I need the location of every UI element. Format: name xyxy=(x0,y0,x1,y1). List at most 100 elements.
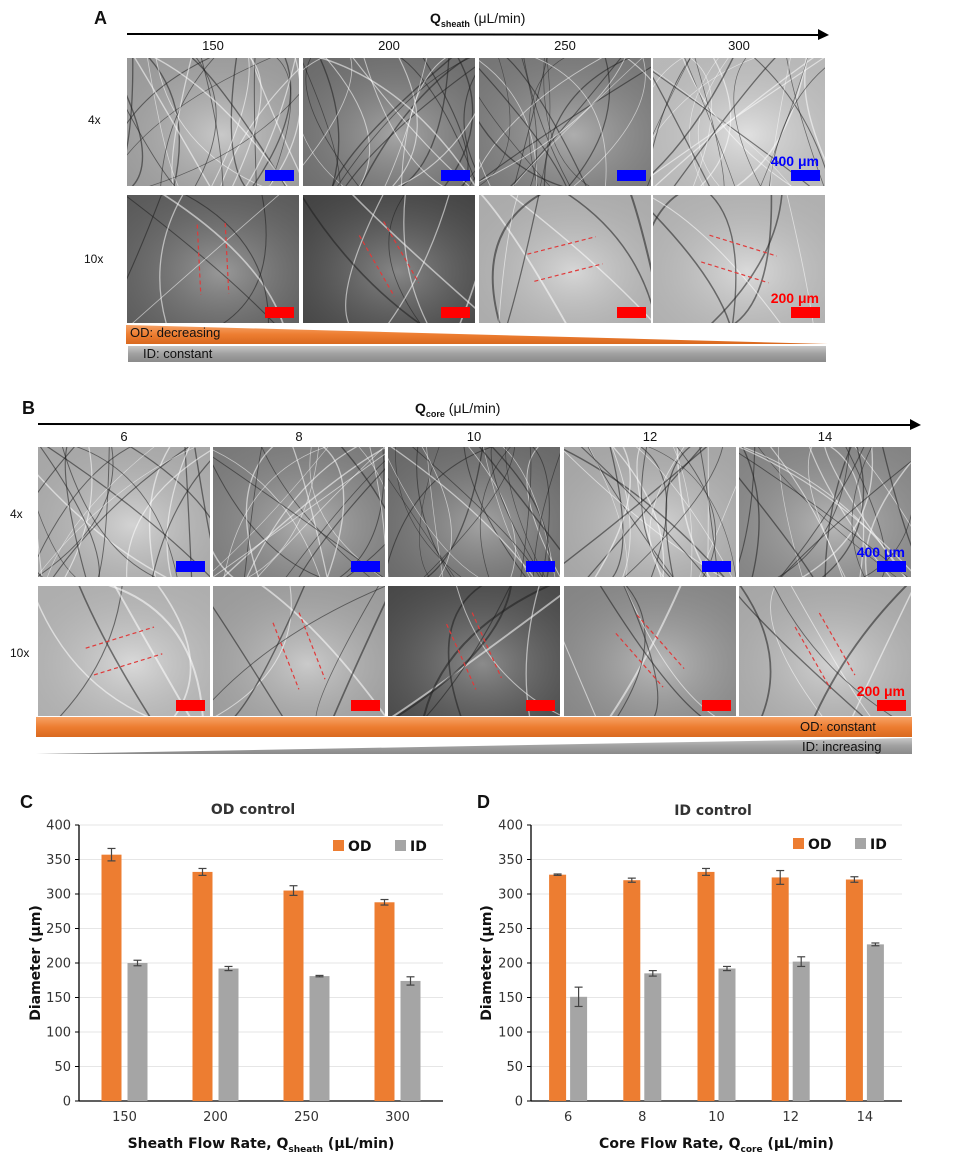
bar-id-300 xyxy=(400,980,421,1101)
bar-od-300 xyxy=(374,902,395,1101)
scale-bar-400um xyxy=(617,170,646,181)
error-bar xyxy=(723,965,731,972)
x-tick-label: 10 xyxy=(708,1110,725,1125)
y-tick-label: 200 xyxy=(46,957,71,972)
y-tick-label: 0 xyxy=(63,1095,71,1110)
scale-bar-200um xyxy=(702,700,731,711)
legend-swatch-id xyxy=(395,840,406,851)
scale-bar-200um xyxy=(791,307,820,318)
column-label: 150 xyxy=(202,38,224,53)
id-increasing-indicator xyxy=(36,738,912,754)
bar-od-10 xyxy=(697,871,715,1101)
bar-od-12 xyxy=(771,877,789,1101)
legend-label-id: ID xyxy=(870,837,887,853)
scale-bar-200um xyxy=(265,307,294,318)
error-bar xyxy=(133,959,142,967)
scale-bar-400um xyxy=(265,170,294,181)
bar-od-8 xyxy=(623,880,641,1101)
y-tick-label: 400 xyxy=(498,819,523,834)
od-decreasing-indicator xyxy=(126,325,828,344)
micrograph-image xyxy=(739,586,911,716)
micrograph-10x: 200 μm xyxy=(739,586,911,716)
error-bar xyxy=(648,969,657,977)
error-bar xyxy=(627,877,636,883)
x-tick-label: 150 xyxy=(112,1110,137,1125)
scale-bar-400um xyxy=(877,561,906,572)
micrograph-image xyxy=(653,58,825,186)
x-axis-label: Core Flow Rate, Qcore (μL/min) xyxy=(599,1136,834,1155)
panel-c-letter: C xyxy=(20,792,33,812)
micrograph-image xyxy=(38,447,210,577)
micrograph-image xyxy=(213,586,385,716)
scale-bar-label: 200 μm xyxy=(770,290,819,306)
scale-bar-400um xyxy=(176,561,205,572)
x-tick-label: 14 xyxy=(857,1110,874,1125)
chart-title: ID control xyxy=(674,803,752,819)
error-bar xyxy=(574,986,583,1008)
micrograph-4x: 400 μm xyxy=(739,447,911,577)
chart-title: OD control xyxy=(211,802,295,818)
axis-subscript: sheath xyxy=(440,18,470,29)
bar-od-6 xyxy=(549,874,567,1101)
panel-a-letter: A xyxy=(94,8,107,28)
micrograph-4x xyxy=(213,447,385,577)
id-constant-indicator xyxy=(128,346,826,362)
column-label: 6 xyxy=(120,429,128,444)
x-tick-label: 250 xyxy=(294,1110,319,1125)
scale-bar-400um xyxy=(791,170,820,181)
scale-bar-200um xyxy=(176,700,205,711)
bar-od-200 xyxy=(192,871,213,1101)
y-tick-label: 350 xyxy=(498,853,523,868)
micrograph-10x xyxy=(388,586,560,716)
scale-bar-label: 400 μm xyxy=(856,544,905,560)
column-label: 250 xyxy=(554,38,576,53)
panel-b-axis-arrow xyxy=(37,419,921,430)
scale-bar-200um xyxy=(351,700,380,711)
error-bar xyxy=(107,847,116,862)
scale-bar-400um xyxy=(526,561,555,572)
column-label: 12 xyxy=(642,429,658,444)
x-tick-label: 200 xyxy=(203,1110,228,1125)
column-label: 300 xyxy=(728,38,750,53)
micrograph-4x xyxy=(564,447,736,577)
micrograph-image xyxy=(479,195,651,323)
bar-id-10 xyxy=(718,968,736,1101)
legend-label-id: ID xyxy=(410,839,427,855)
error-bar xyxy=(776,869,785,885)
micrograph-image xyxy=(564,447,736,577)
micrograph-4x xyxy=(479,58,651,186)
scale-bar-400um xyxy=(702,561,731,572)
column-label: 10 xyxy=(466,429,482,444)
y-tick-label: 150 xyxy=(46,991,71,1006)
y-tick-label: 250 xyxy=(498,922,523,937)
axis-symbol: Q xyxy=(415,400,426,416)
y-tick-label: 250 xyxy=(46,922,71,937)
error-bar xyxy=(850,876,859,883)
y-tick-label: 300 xyxy=(498,888,523,903)
panel-d-letter: D xyxy=(477,792,490,812)
legend-swatch-od xyxy=(793,838,804,849)
scale-bar-label: 200 μm xyxy=(856,683,905,699)
y-tick-label: 400 xyxy=(46,819,71,834)
bar-od-14 xyxy=(845,879,863,1101)
micrograph-10x xyxy=(127,195,299,323)
micrograph-image xyxy=(388,586,560,716)
y-tick-label: 100 xyxy=(46,1026,71,1041)
panel-a-axis-title: Qsheath (μL/min) xyxy=(430,10,525,29)
column-label: 8 xyxy=(295,429,303,444)
y-axis-label: Diameter (μm) xyxy=(479,905,495,1021)
bar-id-8 xyxy=(644,973,662,1101)
scale-bar-400um xyxy=(441,170,470,181)
micrograph-4x xyxy=(303,58,475,186)
micrograph-4x xyxy=(127,58,299,186)
axis-unit: (μL/min) xyxy=(444,400,501,416)
scale-bar-400um xyxy=(351,561,380,572)
bar-od-150 xyxy=(101,854,122,1101)
panel-b-axis-title: Qcore (μL/min) xyxy=(415,400,500,419)
micrograph-image xyxy=(388,447,560,577)
bar-id-6 xyxy=(570,996,588,1101)
micrograph-image xyxy=(739,447,911,577)
y-tick-label: 350 xyxy=(46,853,71,868)
error-bar xyxy=(553,873,562,876)
micrograph-image xyxy=(38,586,210,716)
